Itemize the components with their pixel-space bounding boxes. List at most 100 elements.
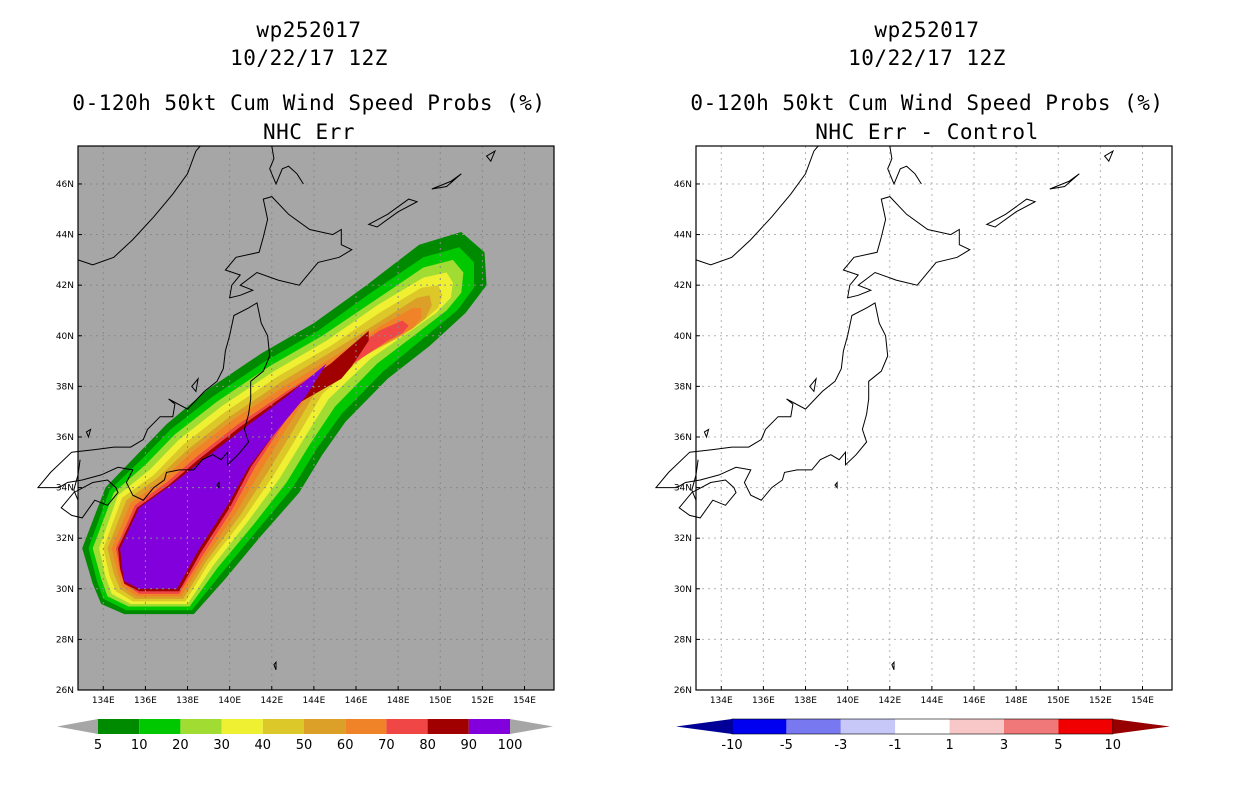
legend-swatch (427, 719, 469, 734)
legend-swatch (1004, 719, 1059, 734)
legend-over-arrow (1112, 719, 1170, 734)
coastline-kuril-1 (985, 198, 1037, 228)
coastline-honshu (36, 302, 271, 501)
x-tick-label: 140E (218, 696, 241, 706)
legend-swatch (786, 719, 841, 734)
x-tick-label: 136E (752, 696, 775, 706)
legend-value: -10 (721, 738, 742, 753)
legend-value: -5 (780, 738, 793, 753)
y-tick-label: 34N (56, 484, 74, 494)
legend-value: -1 (889, 738, 902, 753)
y-tick-label: 38N (56, 382, 74, 392)
x-tick-label: 150E (1047, 696, 1070, 706)
coastline-korea (73, 459, 81, 501)
coastline-oki (703, 428, 710, 439)
x-tick-label: 154E (1131, 696, 1154, 706)
legend-value: 20 (172, 738, 189, 753)
legend-swatch (949, 719, 1004, 734)
x-tick-label: 146E (963, 696, 986, 706)
coastline-shikoku (678, 479, 737, 519)
legend-swatch (180, 719, 222, 734)
legend-value: 10 (1105, 738, 1122, 753)
coastline-honshu (654, 302, 889, 501)
y-tick-label: 28N (674, 635, 692, 645)
legend-value: 70 (378, 738, 395, 753)
left-storm-id: wp252017 (256, 18, 362, 42)
y-tick-label: 46N (674, 180, 692, 190)
x-tick-label: 140E (836, 696, 859, 706)
coastline-sado (191, 377, 199, 393)
y-tick-label: 40N (674, 332, 692, 342)
coastline-kuril-2 (1049, 173, 1080, 190)
x-tick-label: 146E (345, 696, 368, 706)
coastline-korea (691, 459, 699, 501)
y-tick-label: 44N (56, 231, 74, 241)
y-tick-label: 40N (56, 332, 74, 342)
legend-value: 60 (337, 738, 354, 753)
x-tick-label: 136E (134, 696, 157, 706)
coastline-kuril-3 (1103, 149, 1115, 163)
right-storm-id: wp252017 (874, 18, 980, 42)
x-tick-label: 144E (302, 696, 325, 706)
legend-value: 5 (1054, 738, 1062, 753)
left-map: 134E 136E 138E 140E 142E 144E 146E 148E 150E 152E… (36, 145, 555, 753)
right-map: 134E 136E 138E 140E 142E 144E 146E 148E 150E 152E… (654, 145, 1173, 753)
x-tick-label: 150E (429, 696, 452, 706)
x-tick-label: 152E (1089, 696, 1112, 706)
right-panel: wp252017 10/22/17 12Z 0-120h 50kt Cum Wi… (618, 0, 1236, 800)
x-tick-label: 138E (176, 696, 199, 706)
left-date: 10/22/17 12Z (230, 46, 388, 70)
x-tick-label: 134E (92, 696, 115, 706)
plot-frame (77, 145, 555, 691)
legend-value: 80 (419, 738, 436, 753)
legend-swatch (139, 719, 181, 734)
legend-swatch (98, 719, 140, 734)
legend-value: 30 (213, 738, 230, 753)
y-tick-label: 42N (56, 281, 74, 291)
right-date: 10/22/17 12Z (848, 46, 1006, 70)
y-tick-label: 36N (674, 433, 692, 443)
legend-swatch (386, 719, 428, 734)
coastline-kuril-3 (485, 149, 497, 163)
coastline-oki (85, 428, 92, 439)
y-tick-label: 26N (674, 686, 692, 696)
y-tick-label: 38N (674, 382, 692, 392)
legend-swatch (468, 719, 510, 734)
y-tick-label: 36N (56, 433, 74, 443)
legend-value: 50 (296, 738, 313, 753)
left-panel: wp252017 10/22/17 12Z 0-120h 50kt Cum Wi… (36, 18, 555, 753)
coastline-asia (695, 145, 819, 266)
legend-under-arrow (676, 719, 732, 734)
y-tick-label: 34N (674, 484, 692, 494)
legend-outline (731, 718, 1114, 735)
legend-swatch (895, 719, 950, 734)
coastline-asia (77, 145, 201, 266)
legend-swatch (304, 719, 346, 734)
y-tick-label: 46N (56, 180, 74, 190)
coastline-island-south (891, 660, 895, 670)
legend-swatch (840, 719, 896, 734)
legend-value: 1 (945, 738, 953, 753)
legend-swatch (262, 719, 304, 734)
legend-value: 90 (461, 738, 478, 753)
y-tick-label: 30N (56, 585, 74, 595)
legend-value: 5 (94, 738, 102, 753)
plot-frame (695, 145, 1173, 691)
y-tick-label: 44N (674, 231, 692, 241)
legend-under-arrow (57, 719, 98, 734)
coastline-sado (809, 377, 817, 393)
left-chart-subtitle: NHC Err (262, 120, 355, 144)
y-tick-label: 28N (56, 635, 74, 645)
left-chart-title: 0-120h 50kt Cum Wind Speed Probs (%) (72, 91, 546, 115)
legend-value: 100 (498, 738, 523, 753)
legend-value: 40 (255, 738, 272, 753)
x-tick-label: 148E (1005, 696, 1028, 706)
legend-over-arrow (510, 719, 553, 734)
y-tick-label: 32N (56, 534, 74, 544)
legend-swatch (345, 719, 387, 734)
coastline-kuril-1 (367, 198, 419, 228)
legend-swatch (221, 719, 263, 734)
right-chart-title: 0-120h 50kt Cum Wind Speed Probs (%) (690, 91, 1164, 115)
legend-value: -3 (834, 738, 847, 753)
legend-value: 3 (1000, 738, 1008, 753)
